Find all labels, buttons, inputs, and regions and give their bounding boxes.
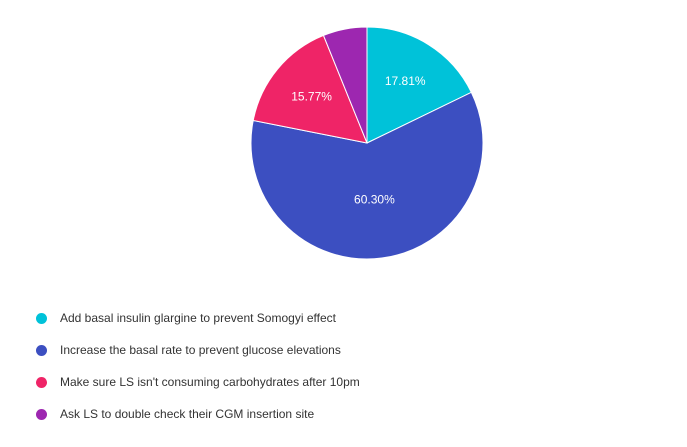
legend-label-2: Increase the basal rate to prevent gluco… xyxy=(60,343,341,357)
legend-item-1[interactable]: Add basal insulin glargine to prevent So… xyxy=(36,302,360,334)
pie-value-label-1: 17.81% xyxy=(385,74,426,88)
pie-chart: 17.81% 60.30% 15.77% xyxy=(250,26,484,260)
legend-label-1: Add basal insulin glargine to prevent So… xyxy=(60,311,336,325)
pie-value-labels: 17.81% 60.30% 15.77% xyxy=(291,74,426,207)
legend-item-3[interactable]: Make sure LS isn't consuming carbohydrat… xyxy=(36,366,360,398)
pie-slice-3[interactable] xyxy=(252,34,368,144)
legend-item-4[interactable]: Ask LS to double check their CGM inserti… xyxy=(36,398,360,430)
pie-value-label-3: 15.77% xyxy=(291,89,332,103)
pie-slice-1[interactable] xyxy=(366,26,473,144)
pie-slices xyxy=(250,26,484,260)
legend-marker-3 xyxy=(36,376,47,388)
legend-marker-1 xyxy=(36,312,47,324)
legend-label-4: Ask LS to double check their CGM inserti… xyxy=(60,407,315,421)
chart-legend: Add basal insulin glargine to prevent So… xyxy=(36,302,360,430)
pie-slice-4[interactable] xyxy=(322,26,368,144)
pie-slice-2[interactable] xyxy=(250,91,484,260)
legend-item-2[interactable]: Increase the basal rate to prevent gluco… xyxy=(36,334,360,366)
legend-marker-2 xyxy=(36,344,47,356)
legend-label-3: Make sure LS isn't consuming carbohydrat… xyxy=(60,375,360,389)
pie-value-label-2: 60.30% xyxy=(354,193,395,207)
legend-marker-4 xyxy=(36,408,47,420)
